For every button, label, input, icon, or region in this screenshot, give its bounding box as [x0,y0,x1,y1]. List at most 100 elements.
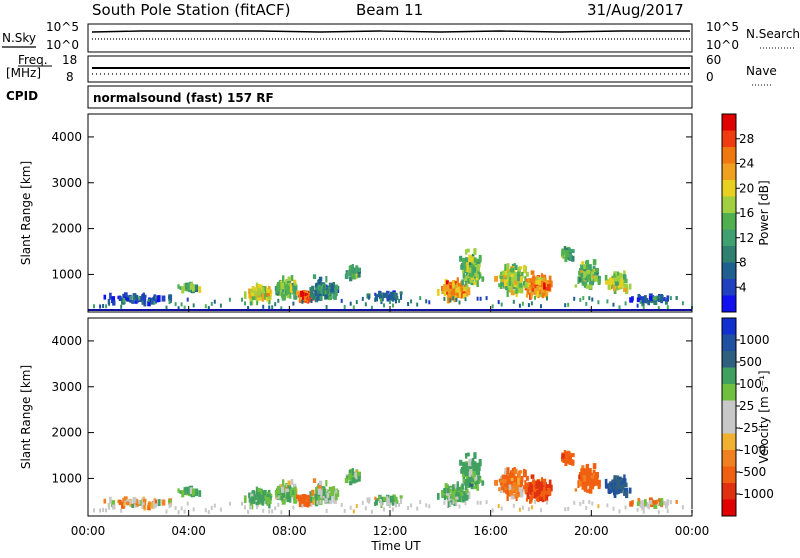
ytick-label: 2000 [51,222,82,236]
velocity-cell-1157 [571,459,575,466]
colorbar-swatch [722,147,736,164]
velocity-cell-1470 [588,500,591,505]
power-cell-1391 [153,300,156,305]
velocity-cell-940 [500,479,504,483]
power-cell-463 [318,276,323,282]
power-cell-1456 [512,299,515,304]
velocity-cell-972 [514,484,518,489]
velocity-cell-1407 [244,505,246,510]
velocity-cell-1432 [379,502,382,507]
velocity-cell-968 [508,484,512,490]
power-cell-288 [294,290,297,298]
power-cell-708 [455,287,459,293]
velocity-cell-1423 [340,502,343,507]
power-cell-28 [121,297,125,305]
power-cell-1255 [578,277,582,283]
power-cell-645 [465,290,469,297]
power-cell-1369 [645,297,649,304]
power-cell-531 [399,291,403,295]
power-cell-17 [122,293,126,299]
velocity-cell-437 [315,487,319,496]
velocity-cell-1334 [617,489,621,493]
power-cell-934 [516,290,519,294]
power-cell-1463 [546,296,548,301]
power-cell-1219 [580,270,583,274]
velocity-cell-1375 [649,500,653,505]
velocity-cell-514 [349,480,353,486]
velocity-cell-961 [509,479,513,485]
power-cell-1317 [620,273,624,281]
velocity-cell-1479 [642,509,645,514]
power-cell-1150 [564,257,568,263]
velocity-panel-frame [87,317,693,517]
power-cell-1411 [262,304,265,309]
power-cell-1259 [586,276,590,280]
velocity-cell-802 [468,463,472,470]
power-cell-1240 [590,280,595,286]
velocity-cell-1472 [597,504,600,509]
velocity-cell-1330 [607,486,610,494]
velocity-cell-1404 [219,507,222,512]
velocity-cell-1451 [479,500,482,505]
velocity-cell-1437 [398,502,401,507]
power-cell-46 [142,294,147,299]
power-cell-1075 [529,279,533,287]
power-cell-1115 [543,282,546,290]
velocity-cell-1242 [590,475,594,479]
power-cell-1100 [541,281,545,286]
power-cell-558 [379,295,382,300]
velocity-cell-35 [119,500,122,505]
power-cell-20 [150,297,154,305]
power-cell-35 [119,296,122,301]
power-cell-544 [383,292,387,297]
xtick-label: 00:00 [71,524,106,538]
power-cell-1361 [637,293,640,299]
velocity-cell-1386 [123,502,126,507]
power-cell-422 [325,284,328,288]
power-cell-1395 [177,306,180,311]
velocity-cell-1389 [138,500,141,505]
velocity-cell-736 [462,461,466,467]
velocity-cell-1119 [525,498,528,502]
velocity-cell-615 [453,501,457,507]
velocity-cell-467 [315,487,318,492]
power-cell-977 [517,274,520,281]
velocity-cell-1108 [529,488,533,492]
power-cell-724 [465,285,469,290]
power-cell-1389 [138,296,141,301]
freq-panel-frame [87,55,693,83]
velocity-yticks: 1000 2000 3000 4000 [51,334,692,485]
power-cell-512 [349,269,352,277]
colorbar-tick-label: -500 [739,465,766,479]
velocity-cell-52 [183,487,186,495]
velocity-cell-1365 [640,500,645,508]
velocity-cell-1333 [607,485,612,489]
colorbar-tick-label: 20 [739,181,754,195]
power-cell-1434 [389,300,391,305]
power-heatmap [88,246,693,311]
velocity-cell-1465 [567,506,570,511]
power-cell-1410 [256,301,259,306]
nsky-bottom-tick: 10^0 [46,38,79,52]
velocity-cell-1259 [586,480,590,484]
velocity-cell-436 [317,493,321,501]
velocity-cell-790 [472,468,477,473]
velocity-cell-939 [515,480,518,488]
power-cell-1339 [614,281,619,286]
power-cell-1380 [93,304,95,309]
colorbar-tick-label: 12 [739,231,754,245]
power-cell-1330 [607,282,610,290]
power-cell-961 [509,275,513,281]
velocity-cell-1401 [207,510,210,515]
power-cell-779 [473,261,476,266]
nsky-top-tick: 10^5 [46,20,79,34]
power-cell-190 [255,291,259,296]
power-cell-302 [287,287,291,294]
xtick-label: 12:00 [373,524,408,538]
velocity-cell-1439 [410,503,413,508]
cpid-panel-frame [87,85,693,109]
power-cell-1137 [563,246,567,253]
power-cell-1118 [536,286,540,292]
power-cell-1254 [588,284,593,289]
power-cell-494 [348,265,353,272]
